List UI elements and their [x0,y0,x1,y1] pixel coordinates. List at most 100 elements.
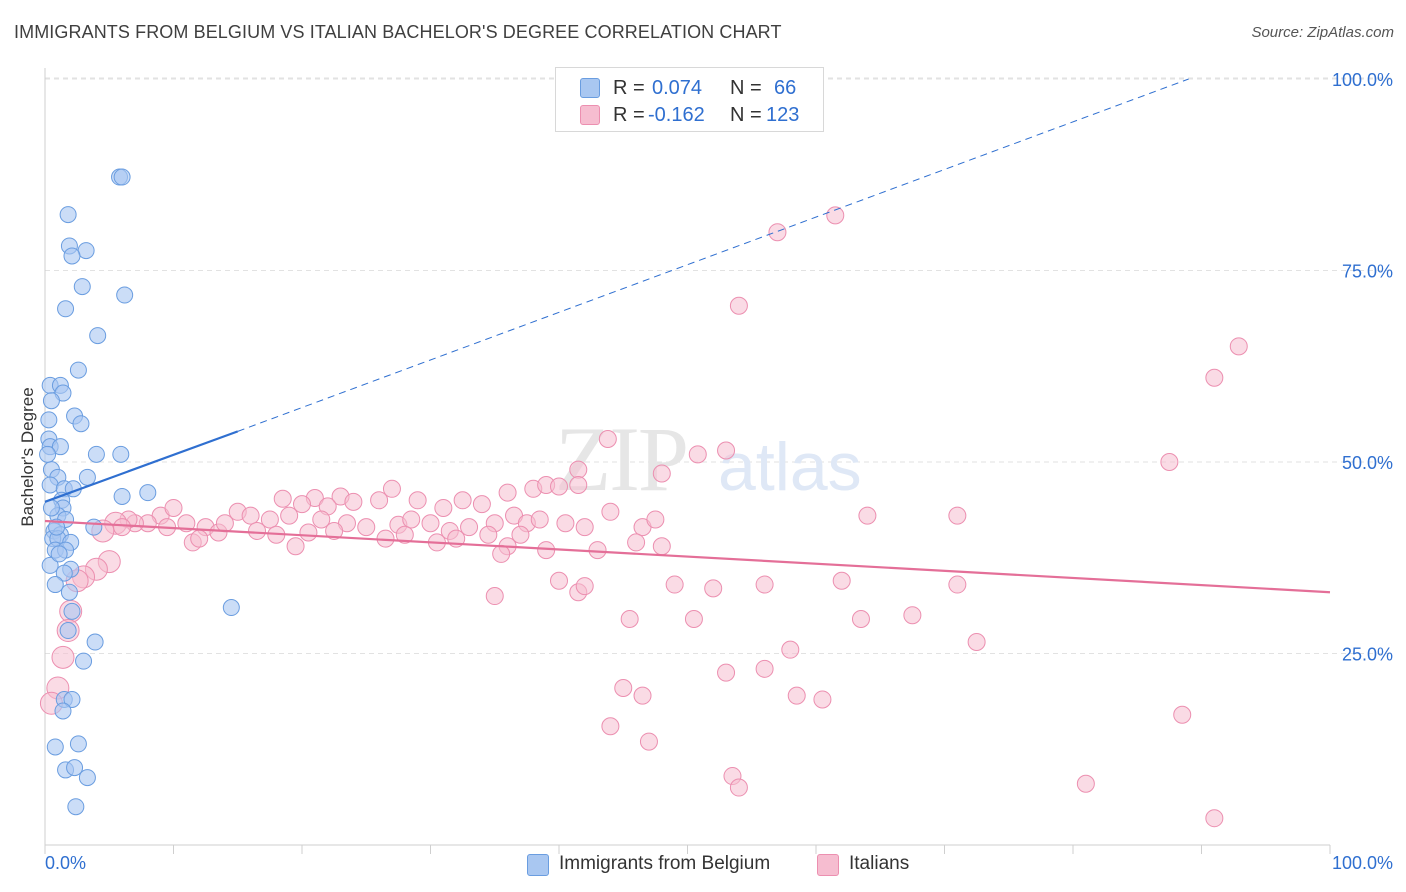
point-belgium [41,476,59,494]
point-belgium [78,769,96,787]
point-italians [717,663,736,682]
point-belgium [41,556,59,574]
point-italians [768,223,787,242]
legend-row-italians: R = -0.162 N = 123 [556,102,823,128]
point-italians [344,492,363,511]
x-tick-label: 100.0% [1332,853,1393,873]
y-tick-label: 75.0% [1342,262,1393,282]
point-italians [832,571,851,590]
trend-line-belgium-projection [237,78,1189,432]
point-italians [299,523,318,542]
legend-n-label: N = [730,104,762,126]
point-italians [460,518,479,537]
point-belgium [60,583,78,601]
point-italians [826,206,845,225]
legend-n-value: 66 [774,77,797,99]
point-italians [851,610,870,629]
point-italians [164,498,183,517]
point-belgium [48,518,66,536]
point-italians [601,717,620,736]
point-italians [903,606,922,625]
point-belgium [66,759,84,777]
point-italians [556,514,575,533]
point-italians [688,445,707,464]
legend-r-value: -0.162 [648,104,705,126]
point-belgium [40,411,58,429]
point-italians [357,518,376,537]
point-belgium [113,487,131,505]
point-italians [511,525,530,544]
point-italians [434,498,453,517]
point-belgium [89,327,107,345]
watermark-zip: ZIP [555,408,687,510]
legend-swatch-italians [580,105,600,125]
point-italians [717,441,736,460]
point-italians [113,518,132,537]
point-italians [639,732,658,751]
stats-legend: R = 0.074 N = 66 R = -0.162 N = 123 [555,67,824,132]
point-italians [453,491,472,510]
point-italians [421,514,440,533]
point-italians [370,491,389,510]
point-italians [1173,705,1192,724]
point-belgium [51,438,69,456]
legend-swatch-belgium [527,854,549,876]
trend-line-belgium [44,430,239,503]
axes [44,68,1331,854]
legend-swatch-italians [817,854,839,876]
legend-label-belgium: Immigrants from Belgium [559,853,771,874]
point-belgium [50,545,68,563]
legend-r-value: 0.074 [652,77,703,99]
point-italians [652,464,671,483]
point-belgium [63,247,81,265]
point-italians [627,533,646,552]
point-italians [575,518,594,537]
y-tick-label: 50.0% [1342,453,1393,473]
point-italians [948,575,967,594]
point-italians [967,633,986,652]
point-italians [51,645,75,669]
point-italians [382,479,401,498]
point-italians [325,521,344,540]
y-tick-label: 100.0% [1332,70,1393,90]
point-italians [1229,337,1248,356]
point-italians [408,491,427,510]
legend-n-label: N = [730,77,762,99]
point-italians [293,495,311,514]
points-layer [39,168,1248,828]
point-italians [312,510,331,529]
point-belgium [87,445,105,463]
point-italians [684,610,703,629]
point-italians [286,537,305,556]
point-belgium [67,798,85,816]
point-belgium [39,445,57,463]
point-belgium [72,415,90,433]
point-italians [704,579,723,598]
point-italians [550,571,568,590]
point-belgium [139,484,157,502]
point-italians [241,506,260,525]
point-italians [485,587,504,606]
point-italians [729,296,748,315]
point-belgium [78,468,96,486]
legend-row-belgium: R = 0.074 N = 66 [556,75,823,101]
point-italians [569,460,588,479]
point-italians [787,686,806,705]
point-italians [948,506,967,525]
point-italians [260,510,279,529]
point-italians [755,575,774,594]
point-belgium [69,361,87,379]
source-label: Source: ZipAtlas.com [1251,24,1394,41]
legend-n-value: 123 [766,104,800,126]
point-italians [280,506,299,525]
point-belgium [63,602,81,620]
point-belgium [69,735,87,753]
point-italians [492,544,511,563]
point-belgium [54,702,72,720]
point-belgium [112,445,130,463]
point-italians [652,537,671,556]
point-italians [646,510,665,529]
point-belgium [75,652,93,670]
point-italians [215,514,234,533]
